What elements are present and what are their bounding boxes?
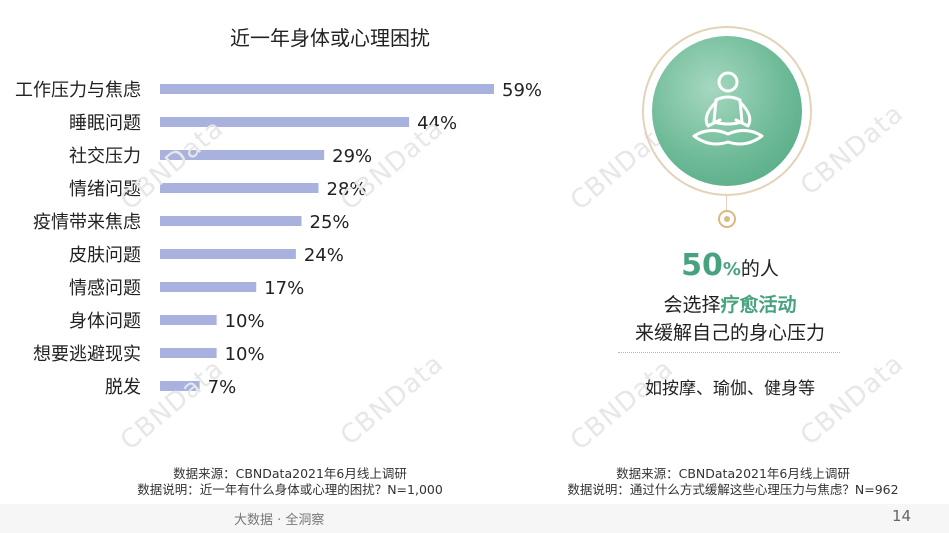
callout-highlight: 疗愈活动 [720, 294, 797, 316]
chart-title: 近一年身体或心理困扰 [230, 26, 430, 50]
value-label: 10% [225, 311, 265, 332]
category-label: 社交压力 [69, 146, 141, 167]
left-source-note: 数据来源：CBNData2021年6月线上调研 数据说明：近一年有什么身体或心理… [80, 466, 500, 498]
value-label: 29% [332, 146, 372, 167]
bar-chart: 工作压力与焦虑 59% 睡眠问题 44% 社交压力 29% 情绪问题 28% 疫情带来焦虑 25%… [15, 80, 542, 398]
right-source-note: 数据来源：CBNData2021年6月线上调研 数据说明：通过什么方式缓解这些心… [528, 466, 938, 498]
callout-examples: 如按摩、瑜伽、健身等 [645, 379, 815, 399]
right-source-line1: 数据来源：CBNData2021年6月线上调研 [616, 466, 850, 481]
watermark: CBNData [794, 348, 910, 452]
category-label: 疫情带来焦虑 [33, 212, 141, 233]
page-number: 14 [892, 507, 912, 525]
left-source-line2: 数据说明：近一年有什么身体或心理的困扰？N=1,000 [137, 482, 443, 497]
category-label: 工作压力与焦虑 [15, 80, 141, 101]
footer-bar [0, 504, 949, 533]
category-label: 脱发 [105, 377, 141, 398]
callout-line3: 来缓解自己的身心压力 [634, 322, 825, 344]
category-label: 情绪问题 [69, 179, 141, 200]
right-source-line2: 数据说明：通过什么方式缓解这些心理压力与焦虑？N=962 [567, 482, 899, 497]
value-label: 44% [417, 113, 457, 134]
value-label: 7% [208, 377, 237, 398]
left-source-line1: 数据来源：CBNData2021年6月线上调研 [173, 466, 407, 481]
bar [160, 117, 410, 127]
value-label: 28% [327, 179, 367, 200]
callout-line1: 的人 [740, 258, 779, 280]
bar [160, 183, 319, 193]
bar [160, 150, 325, 160]
value-label: 24% [304, 245, 344, 266]
category-label: 睡眠问题 [69, 113, 141, 134]
value-label: 59% [502, 80, 542, 101]
bar [160, 282, 257, 292]
category-label: 皮肤问题 [69, 245, 141, 266]
bar [160, 249, 296, 259]
value-label: 17% [264, 278, 304, 299]
category-label: 情感问题 [69, 278, 141, 299]
callout-line2-prefix: 会选择 [663, 294, 721, 316]
divider [618, 352, 840, 353]
callout-percent-unit: % [722, 259, 741, 280]
category-label: 想要逃避现实 [33, 344, 141, 365]
bar [160, 216, 302, 226]
connector-dot [718, 210, 736, 228]
meditation-icon [692, 71, 764, 146]
value-label: 25% [310, 212, 350, 233]
value-label: 10% [225, 344, 265, 365]
callout-percent: 50 [681, 248, 723, 283]
bar [160, 84, 494, 94]
callout-circle [652, 36, 802, 186]
category-label: 身体问题 [69, 311, 141, 332]
watermark: CBNData [794, 98, 910, 202]
bar [160, 381, 200, 391]
connector-dot-core [724, 216, 730, 222]
callout-line2: 会选择疗愈活动 [600, 290, 860, 317]
connector-line [726, 196, 727, 210]
bar [160, 315, 217, 325]
callout-stat: 50%的人 [600, 248, 860, 283]
bar [160, 348, 217, 358]
footer-brand: 大数据 · 全洞察 [234, 513, 325, 528]
callout-circle-ring [642, 26, 812, 196]
